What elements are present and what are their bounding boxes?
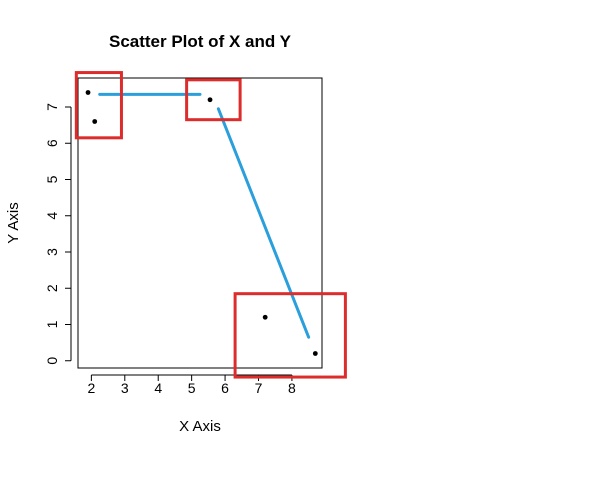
x-tick-label: 4 [154,380,162,396]
annotation-boxes [74,71,347,379]
annotation-lines [98,92,311,339]
highlight-box [233,292,347,379]
x-tick-label: 3 [121,380,129,396]
data-point [85,90,91,95]
y-tick-label: 7 [44,103,60,111]
x-tick-label: 6 [221,380,229,396]
y-axis-label: Y Axis [5,202,22,243]
chart-title: Scatter Plot of X and Y [109,32,292,51]
highlight-box [185,78,242,122]
data-point [92,119,98,124]
x-axis: 2 3 4 5 6 7 8 [87,374,296,396]
data-points [85,90,318,356]
y-tick-label: 2 [44,284,60,292]
y-tick-label: 4 [44,212,60,220]
x-tick-label: 7 [255,380,263,396]
annotation-line [216,107,311,339]
data-point [207,97,213,103]
data-point [262,314,268,320]
y-tick-label: 3 [44,248,60,256]
data-point [312,351,318,356]
y-tick-label: 5 [44,175,60,183]
y-axis: 0 1 2 3 4 5 6 7 [44,103,72,365]
y-tick-label: 6 [44,139,60,147]
x-axis-label: X Axis [179,418,221,435]
x-tick-label: 5 [188,380,196,396]
y-tick-label: 0 [44,357,60,365]
x-tick-label: 2 [87,380,95,396]
highlight-box [74,71,123,140]
x-tick-label: 8 [288,380,296,396]
plot-frame [77,77,323,369]
y-tick-label: 1 [44,320,60,328]
